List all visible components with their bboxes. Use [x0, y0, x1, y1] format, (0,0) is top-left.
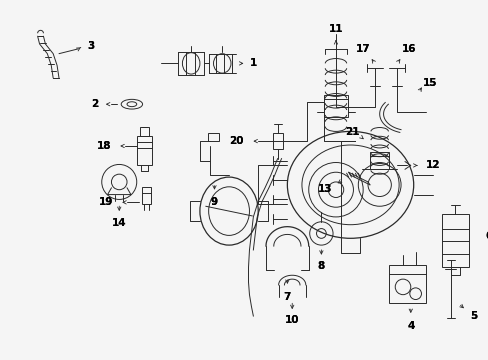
Text: 5: 5 — [469, 311, 477, 321]
Text: 20: 20 — [229, 136, 244, 146]
Text: 8: 8 — [317, 261, 325, 271]
Text: 2: 2 — [91, 99, 99, 109]
Text: 20: 20 — [229, 136, 244, 146]
Text: 17: 17 — [355, 44, 370, 54]
Bar — [140, 127, 149, 136]
Text: 14: 14 — [112, 218, 126, 228]
Text: 3: 3 — [87, 41, 95, 51]
Bar — [142, 187, 151, 204]
Text: 5: 5 — [469, 311, 477, 321]
Text: 16: 16 — [401, 44, 415, 54]
Text: 4: 4 — [407, 321, 414, 331]
Text: 13: 13 — [317, 184, 332, 194]
Bar — [207, 133, 219, 141]
Text: 4: 4 — [407, 321, 414, 331]
Text: 3: 3 — [87, 41, 95, 51]
Text: 15: 15 — [422, 78, 437, 88]
Bar — [324, 95, 347, 117]
Text: 1: 1 — [249, 58, 257, 68]
Text: 18: 18 — [96, 141, 111, 151]
Text: 9: 9 — [210, 197, 218, 207]
Text: 6: 6 — [484, 231, 488, 241]
Text: 17: 17 — [355, 44, 370, 54]
Text: 10: 10 — [285, 315, 299, 325]
Text: 10: 10 — [285, 315, 299, 325]
Text: 1: 1 — [249, 58, 257, 68]
Bar — [441, 214, 468, 267]
Bar — [137, 136, 152, 166]
Text: 21: 21 — [345, 127, 359, 138]
Text: 19: 19 — [98, 197, 113, 207]
Text: 6: 6 — [484, 231, 488, 241]
Text: 7: 7 — [283, 292, 290, 302]
Text: 21: 21 — [345, 127, 359, 138]
Text: 13: 13 — [317, 184, 332, 194]
Text: 11: 11 — [328, 24, 343, 34]
Text: 9: 9 — [210, 197, 218, 207]
Text: 7: 7 — [283, 292, 290, 302]
Text: 8: 8 — [317, 261, 325, 271]
Text: 15: 15 — [422, 78, 437, 88]
Bar — [272, 133, 282, 149]
Text: 16: 16 — [401, 44, 415, 54]
Text: 11: 11 — [328, 24, 343, 34]
Text: 12: 12 — [425, 161, 440, 170]
Bar — [369, 152, 388, 169]
Bar — [388, 265, 426, 303]
Text: 19: 19 — [98, 197, 113, 207]
Text: 2: 2 — [91, 99, 99, 109]
Text: 12: 12 — [425, 161, 440, 170]
Text: 14: 14 — [112, 218, 126, 228]
Text: 18: 18 — [96, 141, 111, 151]
